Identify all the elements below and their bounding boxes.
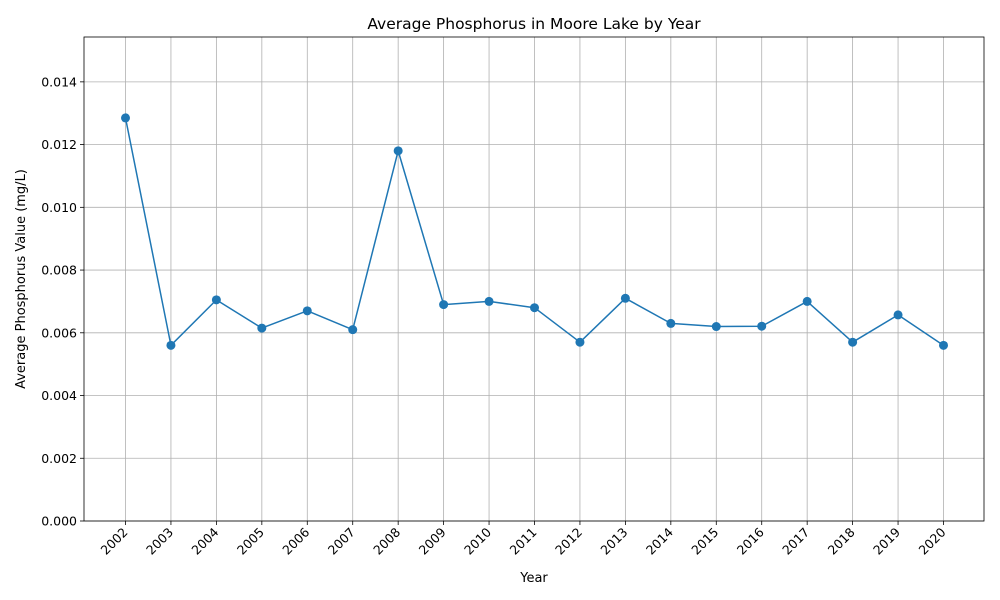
data-point [711,322,721,332]
data-point [211,295,221,305]
data-point [257,323,267,333]
data-point [802,296,812,306]
y-tick-label: 0.006 [41,325,77,340]
y-tick-label: 0.014 [41,74,77,89]
y-axis-ticks: 0.000 0.002 0.004 0.006 0.008 0.010 0.012 0.014 [41,74,84,529]
y-tick-label: 0.002 [41,451,77,466]
y-tick-label: 0.000 [41,514,77,529]
grid-lines [84,37,984,522]
data-point [575,337,585,347]
data-point [393,146,403,156]
data-point [893,310,903,320]
chart-title: Average Phosphorus in Moore Lake by Year [367,15,701,33]
data-point [848,337,858,347]
axes [83,36,985,522]
data-point [302,306,312,316]
data-point [121,113,130,123]
series-line-group [121,113,948,350]
y-tick-label: 0.004 [41,388,77,403]
data-point [757,321,767,331]
data-point [439,300,449,310]
y-tick-label: 0.012 [41,137,77,152]
data-point [166,340,176,350]
y-tick-label: 0.010 [41,200,77,215]
plot-frame [83,36,985,522]
data-point [939,340,948,350]
data-point [484,296,494,306]
y-axis-title: Average Phosphorus Value (mg/L) [14,169,29,389]
data-point [620,293,630,303]
x-axis-title: Year [519,571,548,586]
y-tick-label: 0.008 [41,263,77,278]
data-point [666,318,676,328]
data-point [348,325,358,335]
data-point [530,303,539,313]
